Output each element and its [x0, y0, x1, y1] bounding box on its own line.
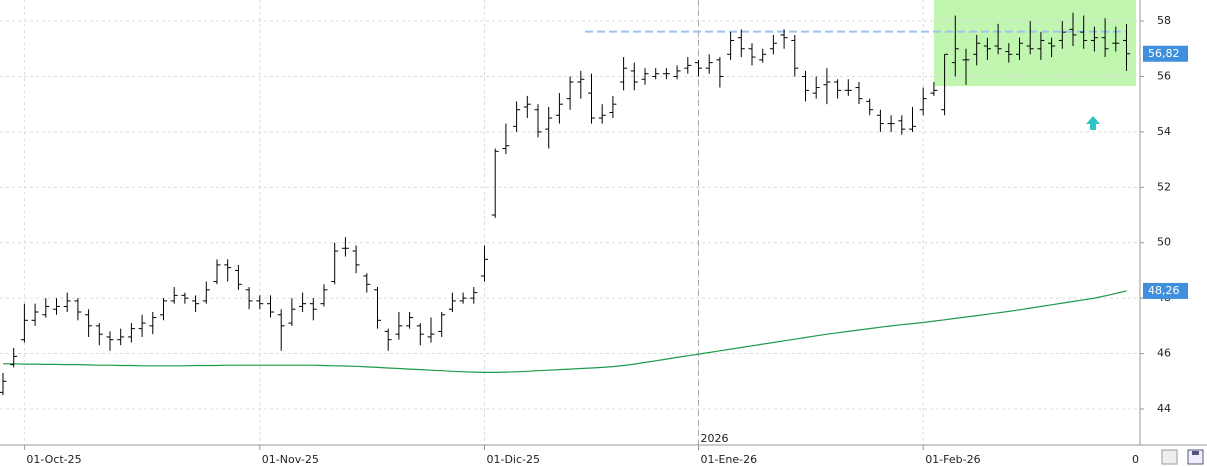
y-tick-label: 54: [1157, 125, 1171, 138]
y-tick-label: 56: [1157, 69, 1171, 82]
y-tick-label: 50: [1157, 236, 1171, 249]
x-tick-label: 01-Feb-26: [925, 453, 980, 466]
settings-icon[interactable]: [1161, 449, 1178, 465]
y-tick-label: 52: [1157, 180, 1171, 193]
price-label: 56,82: [1148, 47, 1180, 60]
y-tick-label: 46: [1157, 347, 1171, 360]
ma-label-box: [1143, 282, 1188, 299]
x-tick-label: 01-Ene-26: [701, 453, 758, 466]
up-arrow: [1086, 116, 1100, 130]
front-layer: 444648505254565801-Oct-2501-Nov-2501-Dic…: [0, 12, 1188, 466]
y-tick-label: 58: [1157, 14, 1171, 27]
x-axis-end-label: 0: [1132, 453, 1139, 466]
ma-label: 48,26: [1148, 284, 1180, 297]
year-label: 2026: [701, 432, 729, 445]
x-tick-label: 01-Dic-25: [487, 453, 541, 466]
highlight-zone: [934, 0, 1136, 87]
x-tick-label: 01-Oct-25: [26, 453, 81, 466]
save-icon-detail: [1192, 451, 1199, 455]
moving-average-line: [3, 290, 1127, 373]
y-tick-label: 44: [1157, 402, 1171, 415]
save-icon[interactable]: [1187, 449, 1204, 465]
price-label-box: [1143, 45, 1188, 62]
x-tick-label: 01-Nov-25: [262, 453, 319, 466]
